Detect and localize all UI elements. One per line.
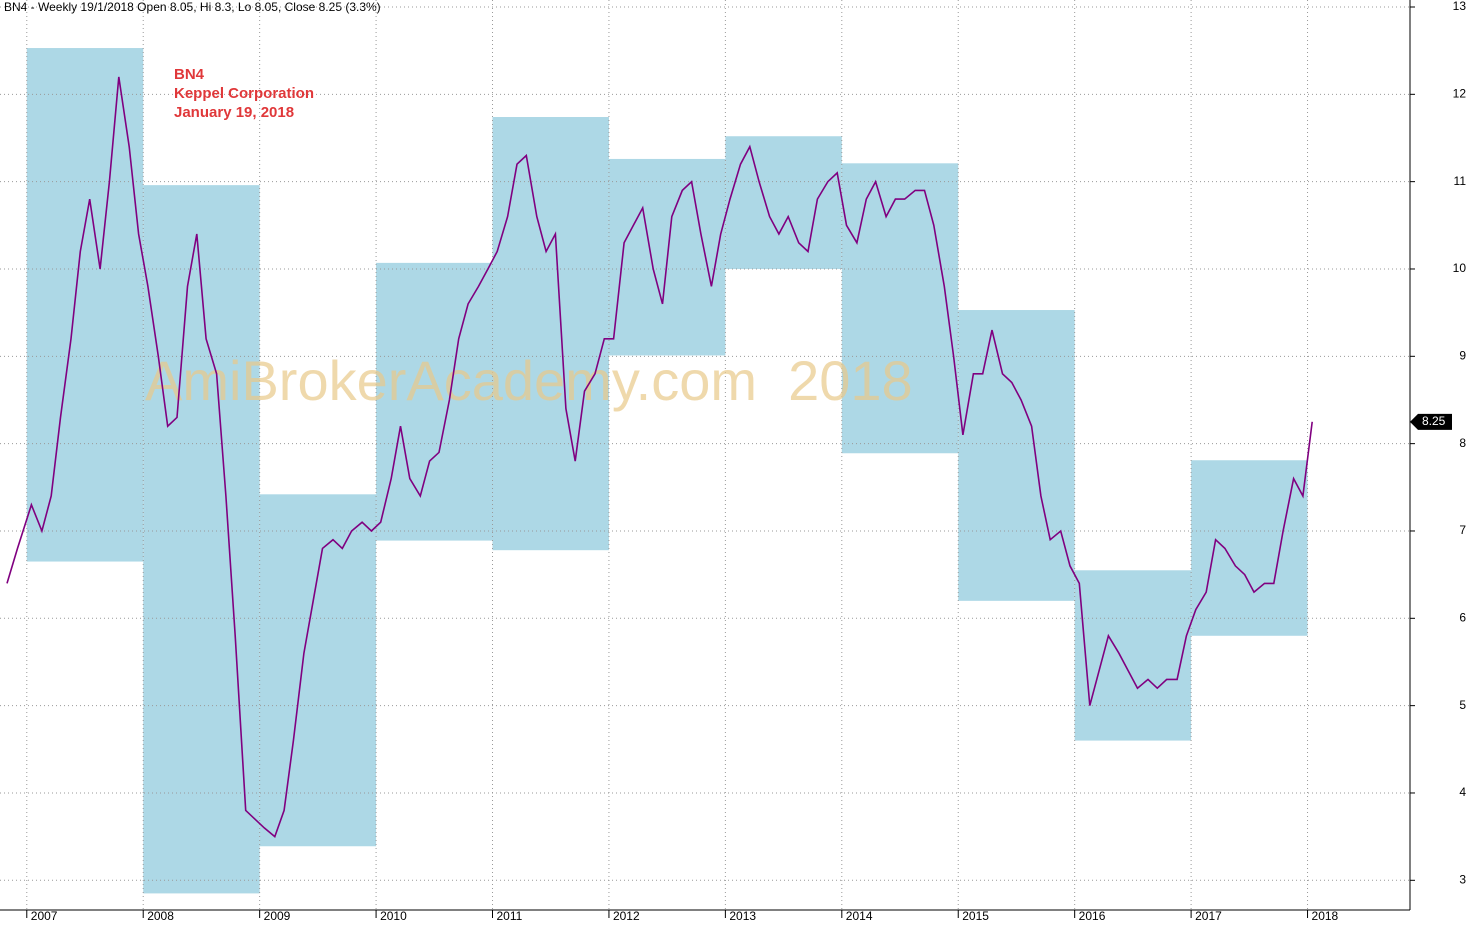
annotation: January 19, 2018 xyxy=(174,104,294,121)
year-range-box xyxy=(259,494,377,847)
year-range-box xyxy=(841,163,959,454)
last-value-marker xyxy=(1410,413,1452,430)
x-tick-label: 2010 xyxy=(380,909,407,923)
x-tick-label: 2018 xyxy=(1312,909,1339,923)
y-tick-label: 5 xyxy=(1459,698,1466,712)
y-tick-label: 9 xyxy=(1459,348,1466,362)
year-range-box xyxy=(26,48,144,562)
x-tick-label: 2012 xyxy=(613,909,640,923)
y-tick-label: 11 xyxy=(1454,174,1467,188)
y-tick-label: 12 xyxy=(1453,86,1467,100)
x-tick-label: 2014 xyxy=(846,909,873,923)
watermark: AmiBrokerAcademy.com 2018 xyxy=(145,349,913,412)
last-value-label: 8.25 xyxy=(1422,414,1446,428)
x-tick-label: 2016 xyxy=(1079,909,1106,923)
x-tick-label: 2008 xyxy=(147,909,174,923)
y-tick-label: 6 xyxy=(1459,610,1466,624)
x-tick-label: 2007 xyxy=(31,909,58,923)
y-tick-label: 4 xyxy=(1459,785,1466,799)
annotation: Keppel Corporation xyxy=(174,85,314,102)
x-tick-label: 2009 xyxy=(264,909,291,923)
year-range-box xyxy=(1191,460,1308,636)
x-tick-label: 2017 xyxy=(1195,909,1222,923)
y-tick-label: 7 xyxy=(1459,523,1466,537)
x-tick-label: 2011 xyxy=(497,909,523,923)
year-range-box xyxy=(958,310,1075,601)
year-range-box xyxy=(1074,570,1192,741)
x-tick-label: 2013 xyxy=(729,909,756,923)
y-tick-label: 3 xyxy=(1459,872,1466,886)
y-tick-label: 8 xyxy=(1459,436,1466,450)
y-tick-label: 10 xyxy=(1453,261,1467,275)
annotation: BN4 xyxy=(174,66,205,83)
year-range-box xyxy=(492,117,609,551)
y-tick-label: 13 xyxy=(1453,0,1467,13)
x-tick-label: 2015 xyxy=(962,909,989,923)
year-range-box xyxy=(143,185,260,894)
year-range-box xyxy=(376,262,493,541)
year-range-box xyxy=(725,136,842,269)
price-line xyxy=(6,76,1313,838)
